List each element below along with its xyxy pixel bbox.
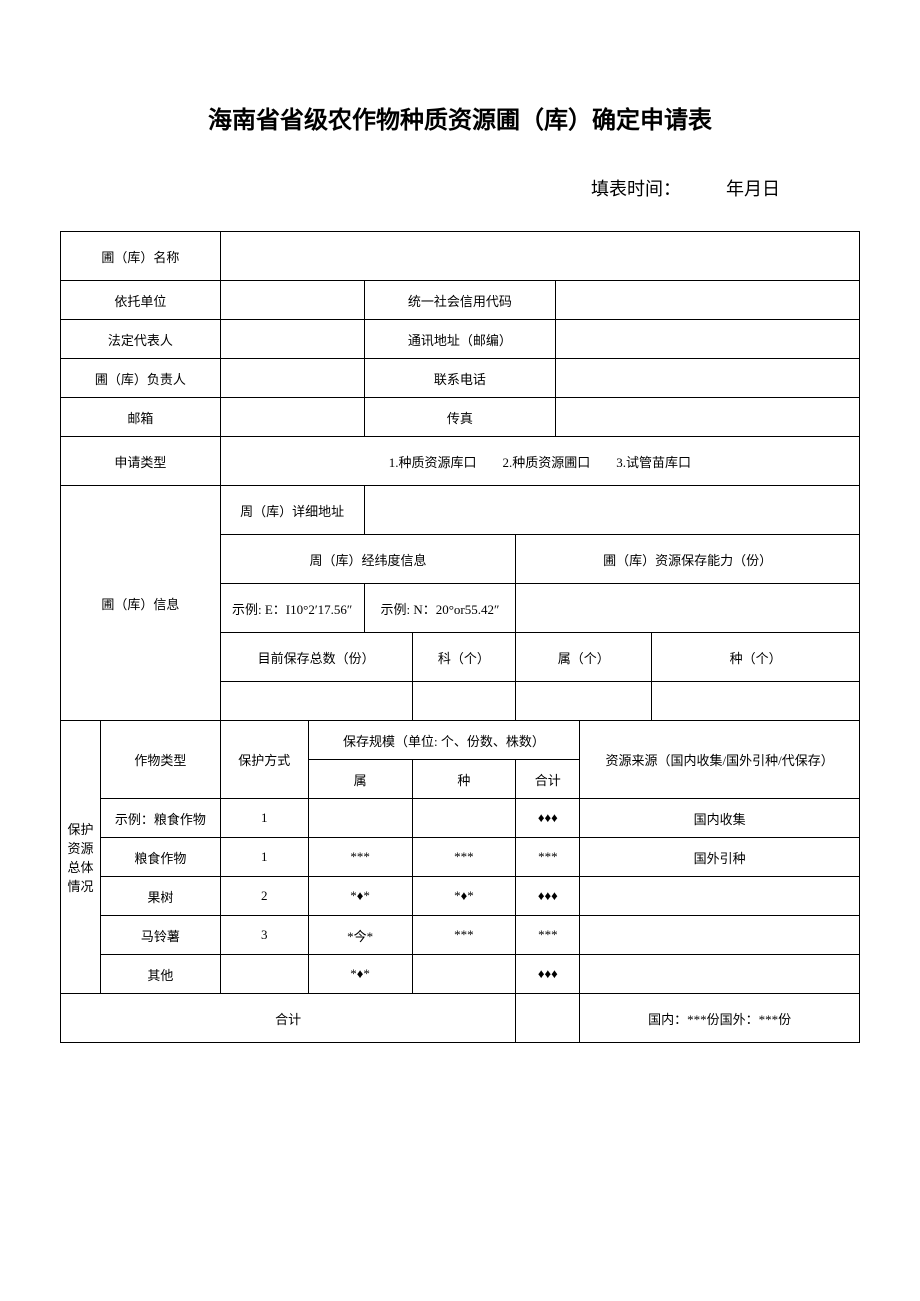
cell-crop-type: 其他	[100, 955, 220, 994]
cell-genus: *♦*	[308, 955, 412, 994]
field-email[interactable]	[220, 398, 364, 437]
label-scale-total: 合计	[516, 760, 580, 799]
label-unit: 依托单位	[61, 281, 221, 320]
label-email: 邮箱	[61, 398, 221, 437]
label-credit-code: 统一社会信用代码	[364, 281, 556, 320]
cell-source	[580, 916, 860, 955]
cell-species: *♦*	[412, 877, 516, 916]
cell-species: ***	[412, 838, 516, 877]
label-latlon: 周（库）经纬度信息	[220, 535, 516, 584]
field-unit[interactable]	[220, 281, 364, 320]
cell-total: ♦♦♦	[516, 877, 580, 916]
cell-method: 3	[220, 916, 308, 955]
table-row: 马铃薯 3 *今* *** ***	[61, 916, 860, 955]
field-detail-addr[interactable]	[364, 486, 859, 535]
application-form-table: 圃（库）名称 依托单位 统一社会信用代码 法定代表人 通讯地址（邮编） 圃（库）…	[60, 231, 860, 1043]
cell-method: 1	[220, 838, 308, 877]
label-total-row: 合计	[61, 994, 516, 1043]
field-species[interactable]	[652, 682, 860, 721]
label-detail-addr: 周（库）详细地址	[220, 486, 364, 535]
cell-species	[412, 799, 516, 838]
cell-source: 国内收集	[580, 799, 860, 838]
cell-genus: *今*	[308, 916, 412, 955]
cell-method: 2	[220, 877, 308, 916]
field-genus[interactable]	[516, 682, 652, 721]
cell-genus	[308, 799, 412, 838]
cell-crop-type: 粮食作物	[100, 838, 220, 877]
example-e: 示例: E：I10°2′17.56″	[220, 584, 364, 633]
label-addr: 通讯地址（邮编）	[364, 320, 556, 359]
label-species: 种（个）	[652, 633, 860, 682]
table-row: 粮食作物 1 *** *** *** 国外引种	[61, 838, 860, 877]
label-protect: 保护资源总体情况	[61, 721, 101, 994]
label-manager: 圃（库）负责人	[61, 359, 221, 398]
field-phone[interactable]	[556, 359, 860, 398]
cell-method	[220, 955, 308, 994]
cell-source	[580, 955, 860, 994]
cell-source	[580, 877, 860, 916]
label-name: 圃（库）名称	[61, 232, 221, 281]
field-apply-options[interactable]: 1.种质资源库口 2.种质资源圃口 3.试管苗库口	[220, 437, 859, 486]
label-scale-genus: 属	[308, 760, 412, 799]
field-fax[interactable]	[556, 398, 860, 437]
cell-species: ***	[412, 916, 516, 955]
label-scale-species: 种	[412, 760, 516, 799]
field-capacity[interactable]	[516, 584, 860, 633]
label-phone: 联系电话	[364, 359, 556, 398]
label-source: 资源来源（国内收集/国外引种/代保存）	[580, 721, 860, 799]
fill-time-row: 填表时间： 年月日	[60, 175, 860, 201]
label-crop-type: 作物类型	[100, 721, 220, 799]
field-manager[interactable]	[220, 359, 364, 398]
page-title: 海南省省级农作物种质资源圃（库）确定申请表	[60, 100, 860, 135]
label-total-save: 目前保存总数（份）	[220, 633, 412, 682]
label-genus: 属（个）	[516, 633, 652, 682]
field-total-blank[interactable]	[516, 994, 580, 1043]
label-fax: 传真	[364, 398, 556, 437]
field-name[interactable]	[220, 232, 859, 281]
example-n: 示例: N：20°or55.42″	[364, 584, 516, 633]
cell-total: ***	[516, 838, 580, 877]
cell-species	[412, 955, 516, 994]
cell-total: ***	[516, 916, 580, 955]
cell-genus: ***	[308, 838, 412, 877]
cell-total: ♦♦♦	[516, 955, 580, 994]
table-row: 其他 *♦* ♦♦♦	[61, 955, 860, 994]
field-credit-code[interactable]	[556, 281, 860, 320]
label-capacity: 圃（库）资源保存能力（份）	[516, 535, 860, 584]
table-row: 果树 2 *♦* *♦* ♦♦♦	[61, 877, 860, 916]
fill-time-suffix: 年月日	[726, 179, 780, 199]
label-info: 圃（库）信息	[61, 486, 221, 721]
field-addr[interactable]	[556, 320, 860, 359]
field-family[interactable]	[412, 682, 516, 721]
cell-crop-type: 果树	[100, 877, 220, 916]
cell-method: 1	[220, 799, 308, 838]
table-row: 示例：粮食作物 1 ♦♦♦ 国内收集	[61, 799, 860, 838]
field-total-save[interactable]	[220, 682, 412, 721]
cell-crop-type: 示例：粮食作物	[100, 799, 220, 838]
field-legal-rep[interactable]	[220, 320, 364, 359]
label-family: 科（个）	[412, 633, 516, 682]
label-protect-method: 保护方式	[220, 721, 308, 799]
label-scale: 保存规模（单位: 个、份数、株数）	[308, 721, 580, 760]
label-apply-type: 申请类型	[61, 437, 221, 486]
cell-source: 国外引种	[580, 838, 860, 877]
cell-crop-type: 马铃薯	[100, 916, 220, 955]
fill-time-label: 填表时间：	[591, 179, 681, 199]
cell-total: ♦♦♦	[516, 799, 580, 838]
cell-genus: *♦*	[308, 877, 412, 916]
label-domestic-foreign: 国内：***份国外：***份	[580, 994, 860, 1043]
label-legal-rep: 法定代表人	[61, 320, 221, 359]
